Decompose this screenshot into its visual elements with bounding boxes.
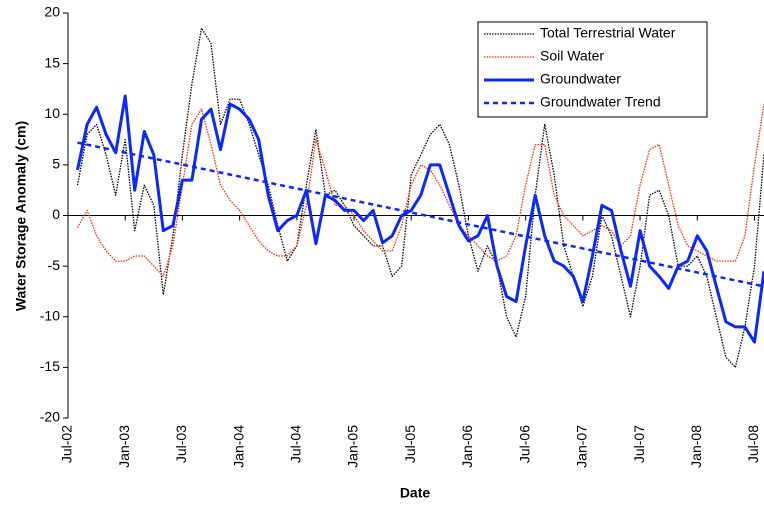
y-tick-label: 5 xyxy=(52,156,60,172)
x-tick-label: Jan-07 xyxy=(574,425,590,468)
x-tick-label: Jul-06 xyxy=(516,425,532,463)
x-tick-label: Jan-03 xyxy=(116,425,132,468)
x-tick-label: Jul-08 xyxy=(745,425,761,463)
x-tick-label: Jan-06 xyxy=(459,425,475,468)
x-tick-label: Jan-08 xyxy=(688,425,704,468)
x-tick-label: Jul-03 xyxy=(173,425,189,463)
legend-label: Groundwater xyxy=(540,71,621,87)
x-tick-label: Jan-05 xyxy=(345,425,361,468)
y-tick-label: 20 xyxy=(44,4,60,20)
x-axis-title: Date xyxy=(400,485,431,501)
y-tick-label: -20 xyxy=(40,409,60,425)
legend-label: Groundwater Trend xyxy=(540,94,661,110)
y-tick-label: -10 xyxy=(40,307,60,323)
y-tick-label: -15 xyxy=(40,358,60,374)
x-tick-label: Jul-07 xyxy=(631,425,647,463)
x-tick-label: Jul-02 xyxy=(59,425,75,463)
x-tick-label: Jul-05 xyxy=(402,425,418,463)
series-line xyxy=(76,27,764,369)
y-tick-label: 10 xyxy=(44,105,60,121)
legend-box xyxy=(477,21,708,118)
y-tick-label: 15 xyxy=(44,54,60,70)
y-tick-label: -5 xyxy=(48,257,61,273)
series-line xyxy=(76,94,764,344)
legend-label: Total Terrestrial Water xyxy=(540,25,676,41)
series-line xyxy=(77,141,764,288)
y-tick-label: 0 xyxy=(52,206,60,222)
legend-label: Soil Water xyxy=(540,48,604,64)
x-tick-label: Jan-04 xyxy=(230,425,246,468)
y-axis-title: Water Storage Anomaly (cm) xyxy=(13,121,29,311)
x-tick-label: Jul-04 xyxy=(288,425,304,463)
